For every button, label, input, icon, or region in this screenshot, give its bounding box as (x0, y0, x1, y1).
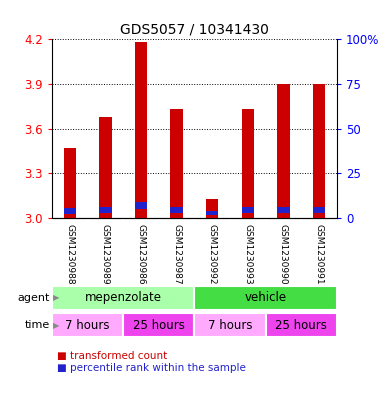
Text: vehicle: vehicle (244, 291, 287, 305)
Bar (64, 148, 76, 218)
Text: ■ percentile rank within the sample: ■ percentile rank within the sample (57, 363, 246, 373)
Text: GSM1230993: GSM1230993 (243, 224, 252, 285)
Text: ■ transformed count: ■ transformed count (57, 351, 167, 362)
Text: ▶: ▶ (53, 294, 59, 302)
Text: time: time (25, 320, 50, 331)
Bar (171, 207, 183, 213)
Text: mepenzolate: mepenzolate (85, 291, 162, 305)
Bar (194, 286, 337, 310)
Text: ▶: ▶ (53, 321, 59, 330)
Bar (135, 202, 147, 209)
Bar (206, 199, 218, 218)
Bar (64, 208, 76, 214)
Bar (313, 84, 325, 218)
Text: GSM1230991: GSM1230991 (315, 224, 323, 285)
Bar (52, 286, 194, 310)
Text: GSM1230986: GSM1230986 (137, 224, 146, 285)
Bar (99, 117, 112, 218)
Title: GDS5057 / 10341430: GDS5057 / 10341430 (120, 23, 269, 37)
Text: agent: agent (18, 293, 50, 303)
Text: 25 hours: 25 hours (133, 319, 185, 332)
Bar (123, 313, 194, 338)
Bar (277, 84, 290, 218)
Bar (135, 42, 147, 218)
Bar (206, 211, 218, 215)
Bar (194, 313, 266, 338)
Text: 7 hours: 7 hours (208, 319, 252, 332)
Text: 25 hours: 25 hours (275, 319, 327, 332)
Text: GSM1230988: GSM1230988 (65, 224, 74, 285)
Bar (171, 109, 183, 218)
Bar (313, 207, 325, 213)
Text: GSM1230992: GSM1230992 (208, 224, 217, 285)
Text: GSM1230989: GSM1230989 (101, 224, 110, 285)
Bar (99, 207, 112, 213)
Bar (266, 313, 337, 338)
Text: GSM1230990: GSM1230990 (279, 224, 288, 285)
Bar (52, 313, 123, 338)
Text: GSM1230987: GSM1230987 (172, 224, 181, 285)
Bar (277, 207, 290, 213)
Text: 7 hours: 7 hours (65, 319, 110, 332)
Bar (242, 207, 254, 213)
Bar (242, 109, 254, 218)
